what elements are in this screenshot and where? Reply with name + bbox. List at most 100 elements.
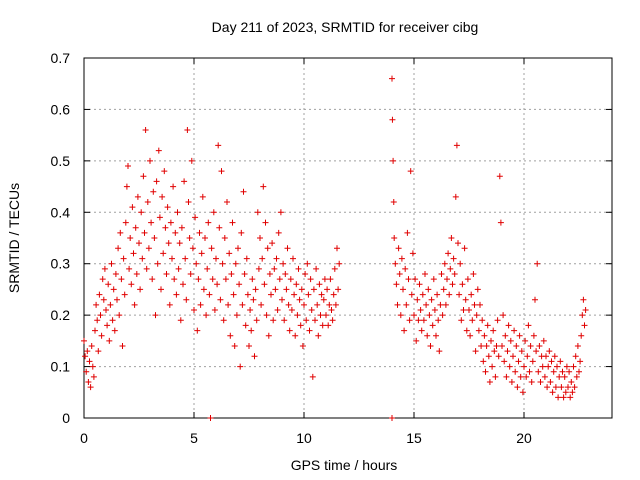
data-point — [314, 301, 321, 308]
data-point — [150, 188, 157, 195]
data-point — [411, 312, 417, 319]
data-point — [136, 240, 142, 247]
data-point — [184, 127, 191, 133]
data-point — [400, 286, 406, 293]
data-point — [530, 332, 537, 339]
data-point — [334, 245, 340, 252]
data-point — [230, 291, 237, 298]
data-point — [426, 312, 433, 319]
data-point — [244, 291, 251, 298]
data-point — [141, 229, 148, 236]
data-point — [257, 235, 263, 241]
data-point — [182, 255, 189, 262]
data-point — [144, 199, 151, 205]
data-point — [194, 327, 201, 334]
data-point — [269, 240, 276, 247]
data-point — [83, 368, 90, 375]
data-point — [97, 312, 104, 319]
data-point — [86, 358, 93, 365]
x-axis-label: GPS time / hours — [291, 457, 398, 473]
data-point — [169, 255, 175, 262]
data-point — [504, 348, 511, 355]
data-point — [390, 157, 397, 164]
data-point — [255, 265, 262, 272]
data-point — [554, 363, 560, 370]
data-point — [117, 229, 124, 236]
data-point — [275, 229, 282, 236]
data-point — [213, 255, 219, 262]
y-tick-label: 0.6 — [51, 101, 71, 117]
data-point — [459, 281, 466, 288]
data-point — [95, 348, 102, 355]
data-point — [325, 322, 332, 329]
data-point — [309, 373, 316, 380]
plot-frame — [83, 57, 613, 419]
x-tick-label: 10 — [296, 430, 312, 446]
data-point — [394, 301, 401, 308]
data-point — [166, 301, 173, 308]
data-point — [522, 337, 529, 344]
data-point — [258, 301, 265, 308]
y-tick-label: 0.3 — [51, 256, 71, 272]
data-point — [305, 291, 312, 298]
data-point — [460, 307, 467, 313]
data-point — [229, 219, 236, 226]
data-point — [415, 317, 422, 324]
data-point-outlier — [207, 415, 214, 421]
data-point — [140, 173, 147, 180]
data-point — [450, 255, 457, 262]
data-point — [291, 291, 298, 298]
data-point — [199, 193, 206, 200]
data-point — [457, 260, 464, 267]
data-point — [473, 312, 480, 319]
data-point — [285, 301, 292, 308]
data-point — [198, 250, 205, 257]
data-point — [171, 276, 178, 283]
data-point — [452, 193, 459, 200]
data-point — [567, 394, 574, 401]
data-point — [489, 363, 496, 370]
data-point — [203, 312, 210, 319]
data-point — [469, 317, 476, 324]
data-point — [317, 312, 324, 319]
data-point — [532, 296, 538, 303]
data-point — [129, 204, 136, 211]
data-point — [174, 209, 181, 216]
x-tick-label: 5 — [190, 430, 198, 446]
data-point — [492, 373, 499, 380]
data-point — [155, 147, 162, 154]
data-point — [562, 389, 569, 396]
data-point — [218, 168, 225, 175]
data-point — [324, 286, 331, 293]
data-point — [336, 260, 343, 267]
data-point — [499, 343, 505, 349]
data-point — [138, 209, 145, 216]
data-point — [396, 271, 403, 277]
data-point — [470, 271, 477, 277]
data-point — [206, 291, 213, 298]
data-point — [523, 373, 530, 380]
data-point — [249, 276, 256, 283]
data-point — [320, 296, 327, 303]
data-point — [214, 281, 221, 288]
data-point — [536, 343, 543, 349]
data-point — [327, 276, 334, 283]
data-point — [308, 307, 315, 313]
data-point — [447, 265, 454, 272]
data-point — [185, 199, 192, 205]
data-point — [528, 379, 535, 385]
data-point — [481, 332, 488, 339]
data-point — [125, 163, 131, 169]
data-point — [306, 327, 313, 334]
data-point — [409, 250, 416, 257]
data-point — [315, 332, 322, 339]
data-point — [167, 219, 174, 226]
data-point — [494, 317, 501, 324]
data-point — [511, 327, 518, 334]
data-point — [439, 312, 446, 319]
data-point — [81, 337, 87, 344]
data-point — [290, 255, 296, 262]
data-point — [451, 271, 458, 277]
data-point — [565, 384, 571, 391]
